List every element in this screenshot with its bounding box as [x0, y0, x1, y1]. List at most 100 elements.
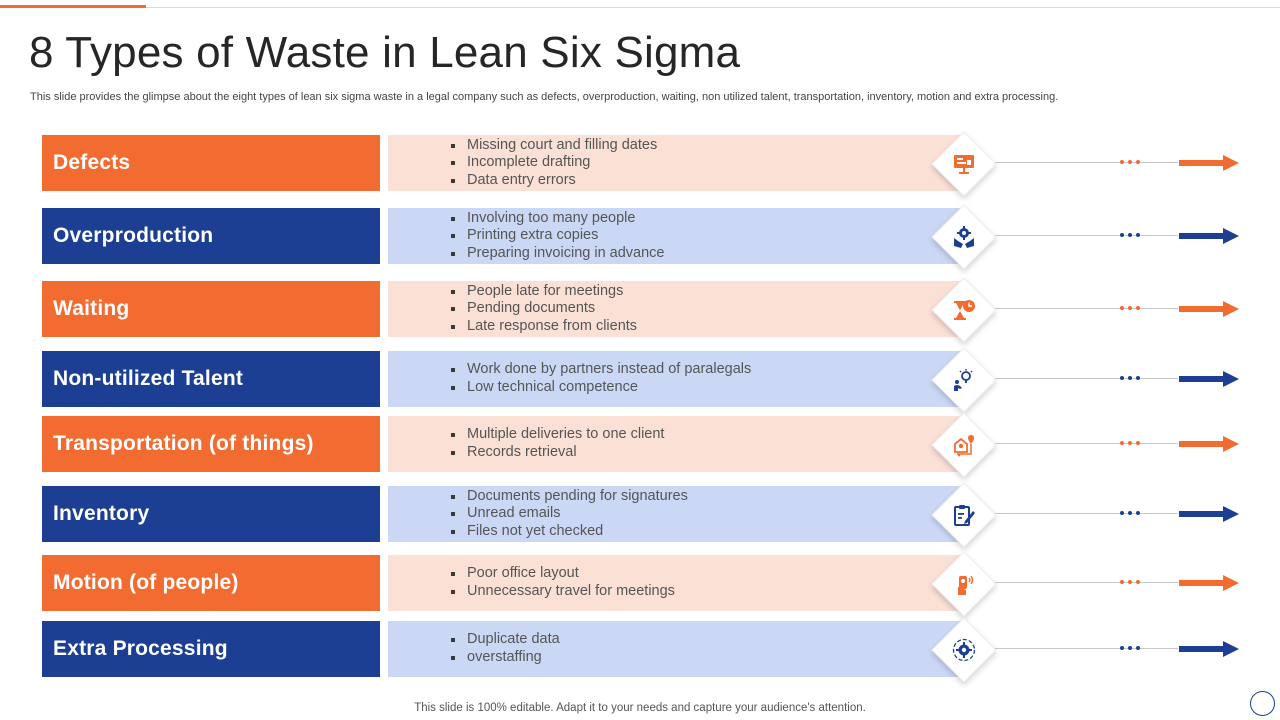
waste-example-item: overstaffing: [449, 649, 560, 667]
icon-diamond: [931, 412, 997, 478]
arrow-right-icon: [1179, 506, 1239, 522]
monitor-presentation-icon: [941, 141, 987, 187]
waste-examples-list: Documents pending for signatures Unread e…: [449, 488, 688, 541]
waste-example-item: Data entry errors: [449, 172, 657, 190]
connector-line: [988, 443, 1178, 444]
top-accent-bar: [0, 5, 146, 8]
waste-examples-box: Multiple deliveries to one client Records…: [388, 416, 964, 472]
waste-example-item: Low technical competence: [449, 379, 751, 397]
slide-title: 8 Types of Waste in Lean Six Sigma: [29, 28, 741, 77]
waste-example-item: Late response from clients: [449, 318, 637, 336]
waste-examples-list: Duplicate data overstaffing: [449, 631, 560, 666]
waste-row: Motion (of people) Poor office layout Unne…: [0, 551, 1280, 617]
waste-row: Waiting People late for meetings Pending d…: [0, 277, 1280, 343]
waste-examples-box: People late for meetings Pending document…: [388, 281, 964, 337]
waste-label-box: Motion (of people): [42, 555, 380, 611]
waste-label-box: Waiting: [42, 281, 380, 337]
arrow-right-icon: [1179, 641, 1239, 657]
arrow-right-icon: [1179, 371, 1239, 387]
waste-example-item: Documents pending for signatures: [449, 488, 688, 506]
connector-line: [988, 235, 1178, 236]
waste-label-box: Transportation (of things): [42, 416, 380, 472]
waste-label: Inventory: [53, 502, 150, 525]
delivery-location-icon: [941, 422, 987, 468]
slide-subtitle: This slide provides the glimpse about th…: [30, 91, 1059, 103]
arrow-right-icon: [1179, 575, 1239, 591]
ellipsis-dots: [1120, 157, 1142, 167]
hourglass-clock-icon: [941, 287, 987, 333]
gear-cycle-icon: [941, 627, 987, 673]
waste-row: Extra Processing Duplicate data overstaffi…: [0, 617, 1280, 683]
waste-label: Overproduction: [53, 224, 214, 247]
waste-example-item: Duplicate data: [449, 631, 560, 649]
waste-examples-box: Work done by partners instead of paraleg…: [388, 351, 964, 407]
waste-examples-box: Duplicate data overstaffing: [388, 621, 964, 677]
connector-line: [988, 308, 1178, 309]
waste-example-item: Unread emails: [449, 505, 688, 523]
waste-example-item: Printing extra copies: [449, 227, 665, 245]
waste-examples-list: Poor office layout Unnecessary travel for…: [449, 565, 675, 600]
waste-example-item: People late for meetings: [449, 283, 637, 301]
waste-row: Inventory Documents pending for signature…: [0, 482, 1280, 548]
waste-label: Motion (of people): [53, 571, 239, 594]
waste-examples-list: Missing court and filling dates Incomplet…: [449, 137, 657, 190]
person-lightbulb-icon: [941, 357, 987, 403]
waste-row: Transportation (of things) Multiple deliv…: [0, 412, 1280, 478]
waste-row: Defects Missing court and filling dates In…: [0, 131, 1280, 197]
waste-examples-box: Missing court and filling dates Incomplet…: [388, 135, 964, 191]
connector-line: [988, 378, 1178, 379]
hand-phone-icon: [941, 561, 987, 607]
icon-diamond: [931, 551, 997, 617]
ellipsis-dots: [1120, 438, 1142, 448]
ellipsis-dots: [1120, 230, 1142, 240]
waste-label-box: Extra Processing: [42, 621, 380, 677]
icon-diamond: [931, 204, 997, 270]
waste-row: Non-utilized Talent Work done by partners…: [0, 347, 1280, 413]
waste-examples-box: Involving too many people Printing extra …: [388, 208, 964, 264]
waste-example-item: Work done by partners instead of paraleg…: [449, 361, 751, 379]
waste-examples-list: Involving too many people Printing extra …: [449, 210, 665, 263]
waste-example-item: Missing court and filling dates: [449, 137, 657, 155]
waste-example-item: Involving too many people: [449, 210, 665, 228]
waste-example-item: Multiple deliveries to one client: [449, 426, 664, 444]
ellipsis-dots: [1120, 373, 1142, 383]
icon-diamond: [931, 482, 997, 548]
waste-example-item: Records retrieval: [449, 444, 664, 462]
waste-examples-list: Work done by partners instead of paraleg…: [449, 361, 751, 396]
waste-label-box: Defects: [42, 135, 380, 191]
connector-line: [988, 648, 1178, 649]
gear-in-hands-icon: [941, 214, 987, 260]
arrow-right-icon: [1179, 436, 1239, 452]
waste-example-item: Preparing invoicing in advance: [449, 245, 665, 263]
ellipsis-dots: [1120, 508, 1142, 518]
waste-label-box: Inventory: [42, 486, 380, 542]
waste-example-item: Poor office layout: [449, 565, 675, 583]
arrow-right-icon: [1179, 301, 1239, 317]
waste-example-item: Unnecessary travel for meetings: [449, 583, 675, 601]
waste-examples-list: People late for meetings Pending document…: [449, 283, 637, 336]
waste-row: Overproduction Involving too many people P…: [0, 204, 1280, 270]
waste-label-box: Non-utilized Talent: [42, 351, 380, 407]
icon-diamond: [931, 347, 997, 413]
connector-line: [988, 162, 1178, 163]
top-divider-line: [0, 7, 1280, 8]
waste-label: Non-utilized Talent: [53, 367, 244, 390]
waste-label: Waiting: [53, 297, 130, 320]
waste-examples-box: Documents pending for signatures Unread e…: [388, 486, 964, 542]
clipboard-pen-icon: [941, 492, 987, 538]
icon-diamond: [931, 617, 997, 683]
connector-line: [988, 513, 1178, 514]
ellipsis-dots: [1120, 303, 1142, 313]
arrow-right-icon: [1179, 155, 1239, 171]
waste-example-item: Files not yet checked: [449, 523, 688, 541]
icon-diamond: [931, 277, 997, 343]
waste-examples-box: Poor office layout Unnecessary travel for…: [388, 555, 964, 611]
waste-label-box: Overproduction: [42, 208, 380, 264]
ellipsis-dots: [1120, 643, 1142, 653]
icon-diamond: [931, 131, 997, 197]
waste-examples-list: Multiple deliveries to one client Records…: [449, 426, 664, 461]
arrow-right-icon: [1179, 228, 1239, 244]
footer-note: This slide is 100% editable. Adapt it to…: [414, 702, 866, 714]
waste-example-item: Incomplete drafting: [449, 154, 657, 172]
page-indicator-circle: [1250, 691, 1275, 716]
